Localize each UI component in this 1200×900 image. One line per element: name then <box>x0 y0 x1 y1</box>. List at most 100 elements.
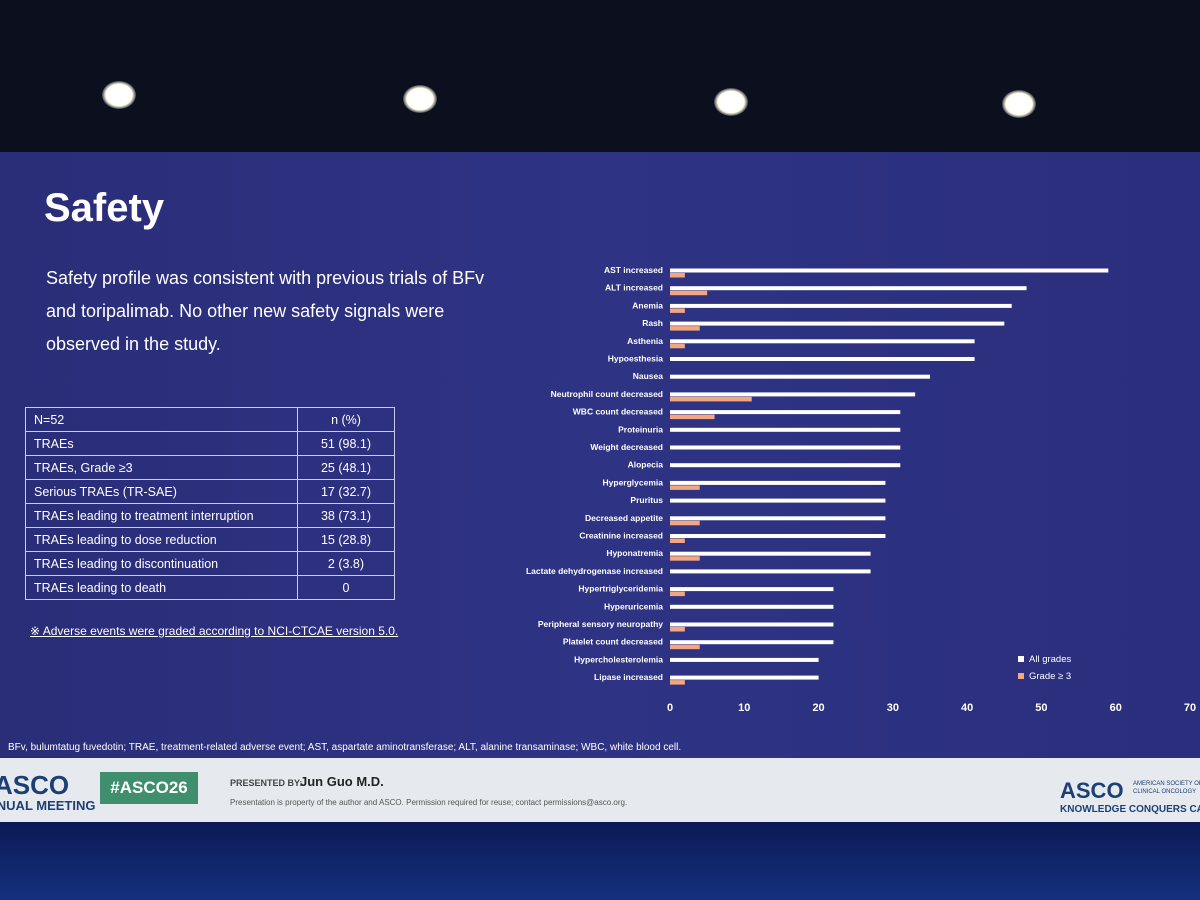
table-cell: 51 (98.1) <box>297 431 395 456</box>
bar <box>670 538 685 543</box>
table-row: TRAEs leading to treatment interruption 3… <box>25 503 395 528</box>
note: ※ Adverse events were graded according t… <box>30 624 399 638</box>
bar <box>670 644 700 650</box>
y-tick-label: Alopecia <box>628 460 664 470</box>
society-name: AMERICAN SOCIETY OF CLINICAL ONCOLOGY <box>1133 781 1200 795</box>
ceiling-light <box>1002 90 1036 118</box>
bar <box>670 604 834 609</box>
y-tick-label: Decreased appetite <box>585 513 663 523</box>
y-tick-label: Nausea <box>633 371 664 381</box>
table-row: TRAEs leading to death 0 <box>25 575 395 600</box>
bar <box>670 357 975 361</box>
table-cell: TRAEs leading to treatment interruption <box>25 503 298 528</box>
ceiling-light <box>102 81 136 109</box>
meeting-logo: ASCO <box>0 770 70 800</box>
table-cell: 25 (48.1) <box>297 455 395 480</box>
y-tick-label: Hypertriglyceridemia <box>578 584 663 594</box>
tagline: KNOWLEDGE CONQUERS CANCER <box>1060 804 1200 815</box>
bar <box>670 414 715 420</box>
bar <box>670 326 700 331</box>
y-tick-label: Pruritus <box>630 495 663 505</box>
bar <box>670 551 871 556</box>
table-row: TRAEs leading to dose reduction 15 (28.8) <box>25 527 395 552</box>
presented-by: PRESENTED BY: <box>230 778 303 788</box>
bar <box>670 680 685 685</box>
y-tick-label: Creatinine increased <box>579 531 663 541</box>
x-tick-label: 60 <box>1110 702 1122 714</box>
table-cell: TRAEs leading to death <box>25 575 298 600</box>
y-tick-label: Weight decreased <box>590 442 663 452</box>
bar <box>670 286 1027 291</box>
table-cell: TRAEs leading to discontinuation <box>25 551 298 576</box>
table-row: TRAEs 51 (98.1) <box>25 431 395 456</box>
bar <box>670 374 930 379</box>
ceiling-light <box>403 85 437 113</box>
safety-table: N=52 n (%) TRAEs 51 (98.1) TRAEs, Grade ≥3 25… <box>25 407 395 600</box>
y-tick-label: Proteinuria <box>618 424 663 434</box>
stage-backdrop <box>0 822 1200 900</box>
table-cell: 2 (3.8) <box>297 551 395 576</box>
bar <box>670 445 901 450</box>
y-tick-label: Anemia <box>632 300 663 310</box>
x-tick-label: 50 <box>1035 702 1047 714</box>
table-cell: 17 (32.7) <box>297 479 395 504</box>
y-tick-label: Hyperuricemia <box>604 601 663 611</box>
bar <box>670 520 700 526</box>
bar <box>670 321 1005 326</box>
x-tick-label: 70 <box>1184 702 1196 714</box>
bar <box>670 534 886 538</box>
y-tick-label: AST increased <box>604 265 663 275</box>
y-tick-label: Peripheral sensory neuropathy <box>538 619 663 629</box>
bar <box>670 308 685 313</box>
x-tick-label: 0 <box>667 702 673 714</box>
bar <box>670 516 886 521</box>
x-tick-label: 30 <box>887 702 899 714</box>
y-tick-label: Hypoesthesia <box>608 354 664 364</box>
bar <box>670 343 685 349</box>
presenter: Jun Guo M.D. <box>300 774 384 789</box>
table-row: N=52 n (%) <box>25 407 395 432</box>
bar <box>670 303 1012 308</box>
bar <box>670 396 752 402</box>
bar <box>670 392 916 397</box>
table-row: Serious TRAEs (TR-SAE) 17 (32.7) <box>25 479 395 504</box>
bar <box>670 485 700 490</box>
legend-swatch <box>1018 673 1024 679</box>
legend-label: Grade ≥ 3 <box>1029 671 1071 682</box>
bar <box>670 339 975 344</box>
y-tick-label: Neutrophil count decreased <box>551 389 663 399</box>
bar <box>670 410 901 415</box>
table-row: TRAEs, Grade ≥3 25 (48.1) <box>25 455 395 480</box>
table-cell: TRAEs <box>25 431 298 456</box>
x-tick-label: 20 <box>812 702 824 714</box>
bar <box>670 480 886 485</box>
legend-label: All grades <box>1029 654 1071 665</box>
bar <box>670 591 685 597</box>
abbreviations: BFv, bulumtatug fuvedotin; TRAE, treatme… <box>8 742 682 753</box>
y-tick-label: Asthenia <box>627 336 663 346</box>
x-tick-label: 40 <box>961 702 973 714</box>
bar <box>670 587 834 592</box>
bar <box>670 268 1109 273</box>
summary: Safety profile was consistent with previ… <box>46 268 485 354</box>
bar <box>670 290 708 296</box>
bar <box>670 657 819 662</box>
y-tick-label: Platelet count decreased <box>563 637 663 647</box>
bar <box>670 627 685 632</box>
bar <box>670 675 819 680</box>
bar <box>670 273 685 278</box>
x-tick-label: 10 <box>738 702 750 714</box>
bar <box>670 427 901 432</box>
table-cell: 0 <box>297 575 395 600</box>
y-tick-label: Hyponatremia <box>606 548 663 558</box>
bar <box>670 498 886 503</box>
table-cell: N=52 <box>25 407 298 432</box>
slide-title: Safety <box>44 186 165 230</box>
y-tick-label: Hyperglycemia <box>603 477 664 487</box>
society-logo: ASCO <box>1060 778 1124 803</box>
bar <box>670 622 834 627</box>
bar <box>670 463 901 468</box>
meeting-name: ANNUAL MEETING <box>0 798 96 813</box>
